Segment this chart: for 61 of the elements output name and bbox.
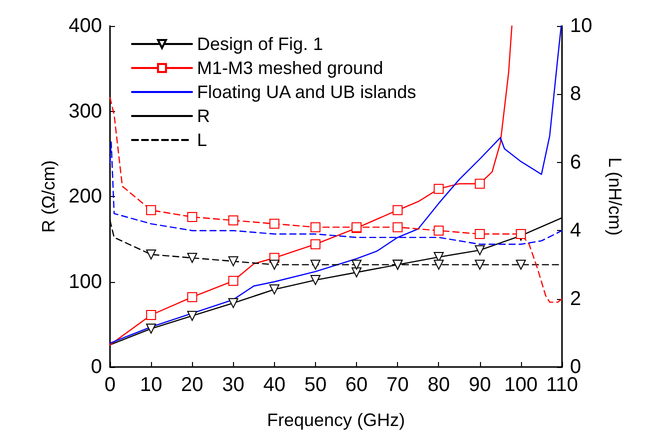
- x-tick-label: 80: [428, 374, 450, 396]
- legend-label: R: [197, 106, 210, 126]
- point: [310, 260, 320, 270]
- x-tick-label: 10: [140, 374, 162, 396]
- x-tick-label: 30: [222, 374, 244, 396]
- point: [392, 260, 403, 270]
- point: [187, 292, 198, 302]
- x-tick-label: 70: [386, 374, 409, 396]
- point: [516, 260, 526, 270]
- y2-tick-label: 4: [570, 220, 582, 242]
- point: [474, 229, 485, 240]
- point: [352, 267, 362, 278]
- point: [474, 260, 485, 270]
- point: [310, 222, 320, 232]
- point: [434, 184, 444, 194]
- y-axis-title: R (Ω/cm): [38, 160, 59, 233]
- point: [310, 275, 320, 286]
- point: [228, 298, 238, 308]
- legend-label: M1-M3 meshed ground: [197, 58, 384, 78]
- point: [352, 260, 362, 270]
- y2-axis-title: L (nH/cm): [605, 157, 625, 236]
- x-tick-label: 40: [263, 374, 286, 396]
- y-tick-label: 200: [68, 186, 102, 208]
- x-tick-label: 100: [504, 374, 538, 396]
- point: [269, 218, 280, 229]
- y2-tick-label: 8: [570, 83, 582, 106]
- x-tick-label: 20: [181, 374, 204, 396]
- point: [146, 324, 156, 334]
- point: [228, 215, 238, 226]
- point: [228, 256, 238, 266]
- legend-label: Design of Fig. 1: [197, 34, 324, 54]
- point: [474, 245, 485, 256]
- point: [474, 178, 485, 189]
- legend-label: L: [197, 130, 208, 150]
- point: [310, 239, 320, 250]
- point: [269, 284, 280, 294]
- point: [146, 310, 156, 320]
- point: [434, 260, 444, 270]
- x-tick-label: 0: [104, 374, 116, 396]
- point: [269, 260, 280, 270]
- point: [187, 212, 198, 222]
- point: [228, 276, 238, 286]
- point: [187, 310, 198, 321]
- y2-tick-label: 10: [570, 15, 592, 37]
- point: [392, 205, 403, 216]
- y-tick-label: 300: [68, 100, 102, 122]
- y-tick-label: 0: [90, 356, 102, 378]
- y-tick-label: 400: [68, 15, 102, 37]
- x-tick-label: 60: [345, 374, 368, 396]
- point: [146, 205, 156, 216]
- y-tick-label: 100: [68, 270, 102, 293]
- x-axis-title: Frequency (GHz): [266, 410, 406, 430]
- point: [392, 222, 403, 232]
- point: [434, 226, 444, 236]
- point: [187, 252, 198, 263]
- point: [146, 249, 156, 260]
- legend-label: Floating UA and UB islands: [197, 82, 416, 102]
- x-tick-label: 50: [304, 374, 327, 396]
- y2-tick-label: 6: [570, 151, 582, 174]
- x-tick-label: 90: [468, 374, 491, 396]
- y2-tick-label: 2: [570, 288, 582, 310]
